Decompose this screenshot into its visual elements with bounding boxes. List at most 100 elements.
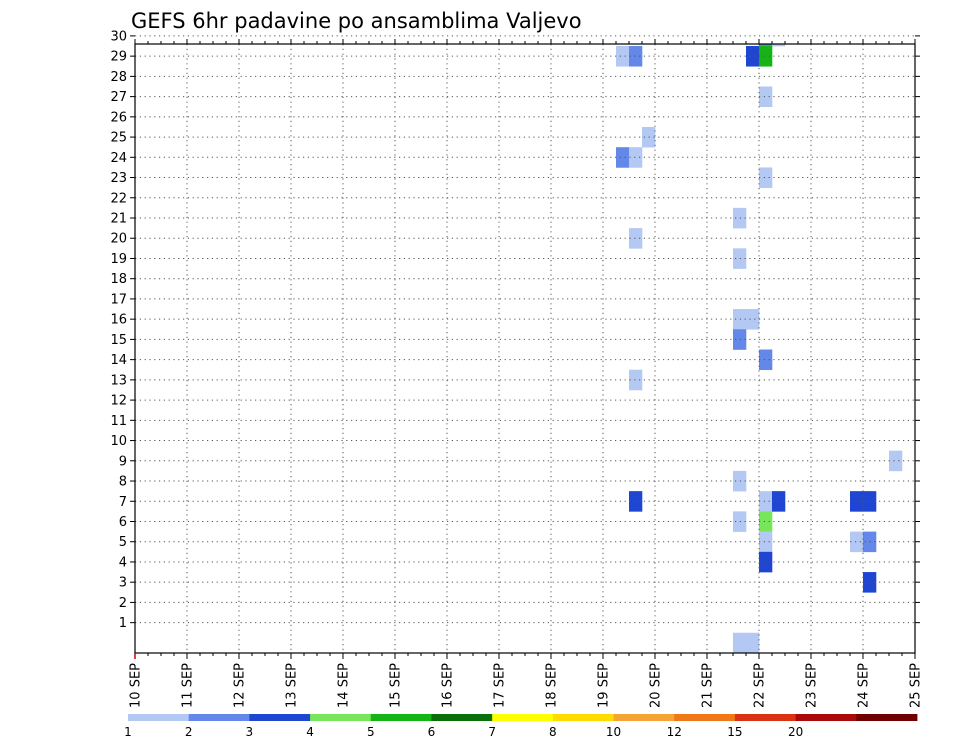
precip-cell xyxy=(759,44,773,47)
precip-cell xyxy=(629,147,643,168)
precip-cell xyxy=(759,551,773,573)
y-tick-label: 2 xyxy=(119,596,127,611)
x-tick-label: 23 SEP xyxy=(805,663,820,708)
y-tick-label: 1 xyxy=(119,616,127,631)
y-tick-label: 20 xyxy=(110,232,127,247)
colorbar-label: 6 xyxy=(428,725,436,739)
colorbar-swatch xyxy=(795,714,857,721)
precip-cell xyxy=(616,46,630,67)
precip-cell xyxy=(759,349,773,371)
y-tick-label: 30 xyxy=(110,29,127,44)
x-tick-label: 16 SEP xyxy=(441,663,456,708)
colorbar-label: 8 xyxy=(549,725,557,739)
y-tick-label: 7 xyxy=(119,495,127,510)
x-tick-label: 19 SEP xyxy=(597,663,612,708)
colorbar-swatch xyxy=(128,714,190,721)
y-tick-label: 10 xyxy=(110,434,127,449)
y-tick-label: 19 xyxy=(110,252,127,267)
colorbar-swatch xyxy=(552,714,614,721)
colorbar-swatch xyxy=(370,714,432,721)
grid-lines xyxy=(135,35,915,653)
precip-cell xyxy=(759,46,773,67)
y-tick-label: 14 xyxy=(110,353,127,368)
precip-cell xyxy=(629,491,643,512)
y-tick-label: 13 xyxy=(110,373,127,388)
y-tick-label: 23 xyxy=(110,171,127,186)
colorbar-label: 20 xyxy=(788,725,803,739)
y-tick-label: 4 xyxy=(119,555,127,570)
precip-cell xyxy=(759,491,773,512)
x-tick-label: 25 SEP xyxy=(909,663,924,708)
x-tick-label: 13 SEP xyxy=(285,663,300,708)
precip-cell xyxy=(850,531,864,553)
x-tick-label: 10 SEP xyxy=(129,663,144,708)
colorbar-swatch xyxy=(734,714,797,721)
colorbar-label: 2 xyxy=(185,725,193,739)
x-tick-label: 17 SEP xyxy=(493,663,508,708)
colorbar-label: 4 xyxy=(306,725,314,739)
precip-cell xyxy=(889,450,903,472)
y-tick-label: 26 xyxy=(110,110,127,125)
colorbar-label: 1 xyxy=(124,725,132,739)
precip-cell xyxy=(850,491,864,512)
precip-cell xyxy=(733,207,747,229)
precip-cell xyxy=(759,511,773,532)
precip-cell xyxy=(629,46,643,67)
precip-cell xyxy=(746,309,760,330)
x-axis: 10 SEP 11 SEP 12 SEP 13 SEP 14 SEP 15 SEP 16 S… xyxy=(129,39,924,708)
chart-title: GEFS 6hr padavine po ansamblima Valjevo xyxy=(131,9,582,33)
x-tick-label: 20 SEP xyxy=(649,663,664,708)
precip-cell xyxy=(733,511,747,532)
colorbar: 1 2 3 4 5 6 7 8 10 12 15 20 xyxy=(124,714,918,739)
x-tick-label: 11 SEP xyxy=(181,663,196,708)
y-tick-label: 15 xyxy=(110,333,127,348)
precip-cell xyxy=(772,44,786,47)
precip-cell xyxy=(733,329,747,350)
precip-cell xyxy=(746,46,760,67)
precip-cell xyxy=(733,632,747,654)
x-tick-label: 24 SEP xyxy=(857,663,872,708)
colorbar-label: 7 xyxy=(488,725,496,739)
colorbar-label: 5 xyxy=(367,725,375,739)
colorbar-swatch xyxy=(492,714,554,721)
data-cells xyxy=(616,44,903,654)
x-tick-label: 14 SEP xyxy=(337,663,352,708)
y-tick-label: 25 xyxy=(110,131,127,146)
x-tick-label: 15 SEP xyxy=(389,663,404,708)
y-tick-label: 3 xyxy=(119,576,127,591)
y-axis: 1234567891011121314151617181920212223242… xyxy=(110,29,920,631)
colorbar-label: 15 xyxy=(727,725,742,739)
y-tick-label: 18 xyxy=(110,272,127,287)
precip-cell xyxy=(759,167,773,188)
colorbar-swatch xyxy=(249,714,311,721)
precip-cell xyxy=(616,147,630,168)
precip-cell xyxy=(629,228,643,249)
precip-cell xyxy=(746,632,760,654)
colorbar-swatch xyxy=(188,714,250,721)
precip-cell xyxy=(759,531,773,553)
x-tick-label: 22 SEP xyxy=(753,663,768,708)
x-tick-label: 12 SEP xyxy=(233,663,248,708)
y-tick-label: 11 xyxy=(110,414,127,429)
precip-cell xyxy=(759,86,773,108)
precip-cell xyxy=(733,309,747,330)
precip-cell xyxy=(733,248,747,269)
colorbar-swatch xyxy=(310,714,372,721)
colorbar-swatch xyxy=(674,714,736,721)
colorbar-swatch xyxy=(856,714,918,721)
colorbar-label: 10 xyxy=(606,725,621,739)
y-tick-label: 9 xyxy=(119,454,127,469)
colorbar-label: 3 xyxy=(246,725,254,739)
y-tick-label: 6 xyxy=(119,515,127,530)
colorbar-label: 12 xyxy=(667,725,682,739)
x-tick-label: 18 SEP xyxy=(545,663,560,708)
y-tick-label: 24 xyxy=(110,151,127,166)
precip-cell xyxy=(629,369,643,391)
y-tick-label: 28 xyxy=(110,70,127,85)
y-tick-label: 8 xyxy=(119,475,127,490)
precip-cell xyxy=(733,470,747,492)
colorbar-swatch xyxy=(431,714,493,721)
y-tick-label: 21 xyxy=(110,212,127,227)
y-tick-label: 5 xyxy=(119,535,127,550)
